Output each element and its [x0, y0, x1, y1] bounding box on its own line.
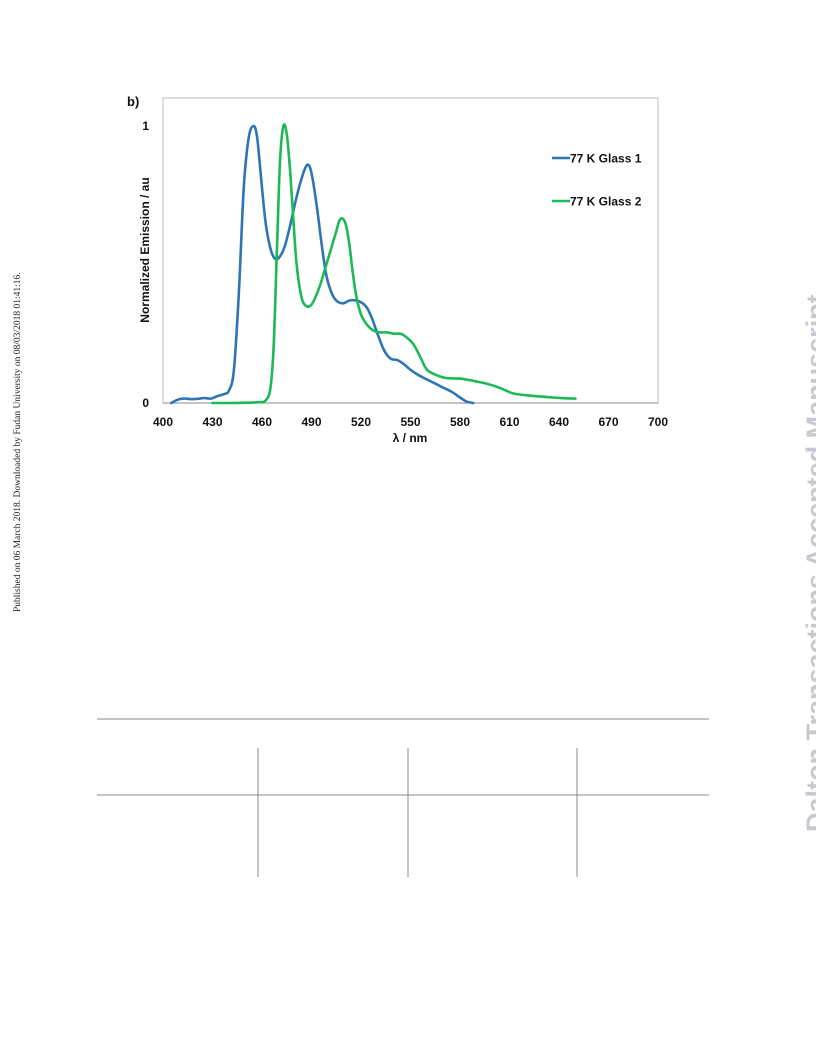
x-tick-label: 610 — [499, 415, 519, 429]
x-tick-label: 700 — [648, 415, 668, 429]
tick-layer: 400 430 460 490 520 550 580 610 640 670 700 0 1 — [142, 119, 668, 429]
x-tick-label: 580 — [450, 415, 470, 429]
series-line-1 — [170, 124, 475, 405]
y-tick-label: 1 — [142, 119, 149, 133]
series-layer — [170, 123, 577, 405]
x-tick-label: 430 — [202, 415, 222, 429]
y-tick-label: 0 — [142, 396, 149, 410]
legend: 77 K Glass 1 77 K Glass 2 — [552, 152, 642, 209]
y-axis-label: Normalized Emission / au — [138, 177, 152, 322]
x-tick-label: 460 — [252, 415, 272, 429]
legend-entry-label: 77 K Glass 2 — [570, 195, 642, 209]
x-tick-label: 520 — [351, 415, 371, 429]
legend-entry-label: 77 K Glass 1 — [570, 152, 642, 166]
x-tick-label: 640 — [549, 415, 569, 429]
x-axis-label: λ / nm — [393, 431, 428, 445]
x-tick-label: 400 — [153, 415, 173, 429]
series-line-2 — [211, 123, 577, 405]
x-tick-label: 670 — [598, 415, 618, 429]
x-tick-label: 490 — [301, 415, 321, 429]
figure-panel-label: b) — [127, 94, 140, 109]
x-tick-label: 550 — [400, 415, 420, 429]
